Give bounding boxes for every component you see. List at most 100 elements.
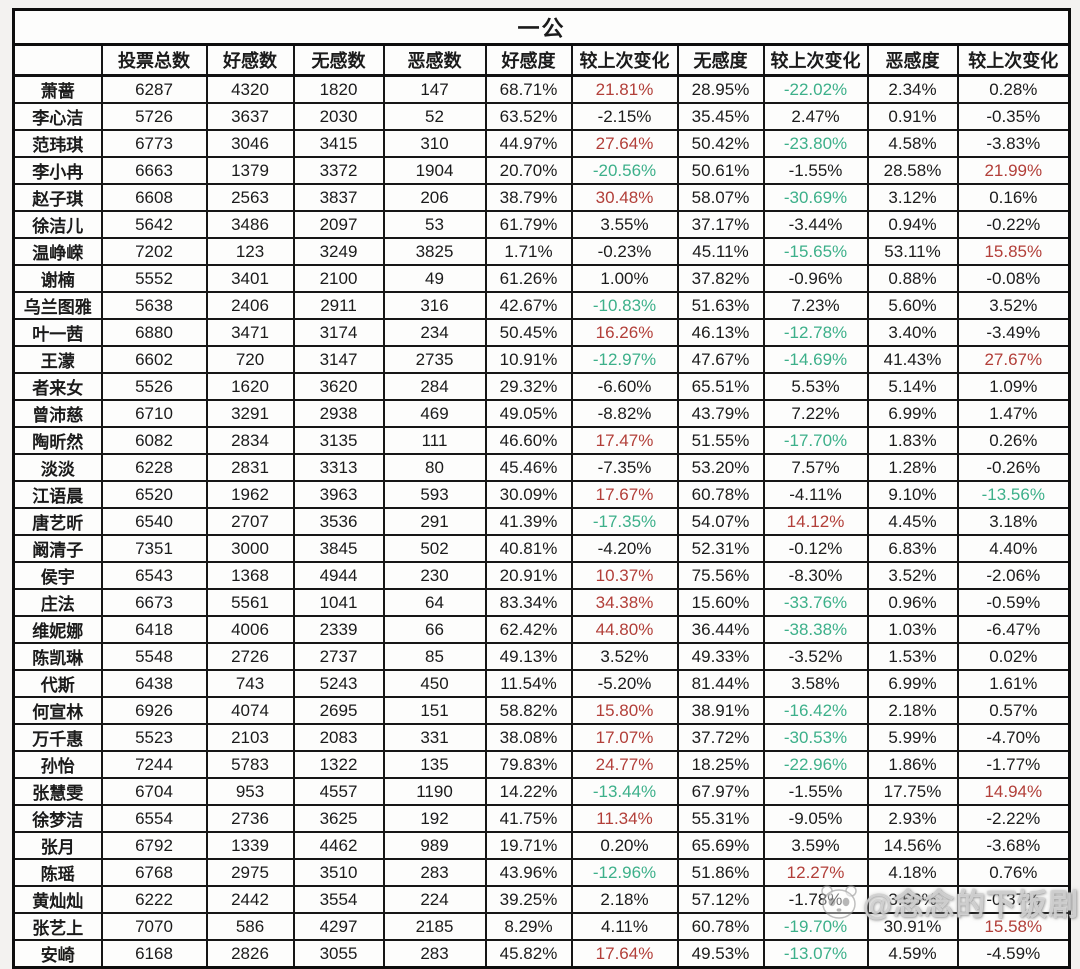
value-cell: 1322 <box>292 750 385 779</box>
value-cell: 49.05% <box>484 399 573 428</box>
value-cell: 27.64% <box>570 129 679 158</box>
column-header: 投票总数 <box>100 43 208 77</box>
value-cell: 3486 <box>205 210 295 239</box>
value-cell: 469 <box>382 399 487 428</box>
table-row: 阚清子 7351 3000 3845 502 40.81% -4.20% 52.31% -0.1… <box>12 534 1071 563</box>
title-row: 一公 <box>12 8 1071 46</box>
value-cell: 4.58% <box>866 129 959 158</box>
value-cell: 6168 <box>100 939 208 969</box>
value-cell: 6082 <box>100 426 208 455</box>
value-cell: 40.81% <box>484 534 573 563</box>
table-row: 赵子琪 6608 2563 3837 206 38.79% 30.48% 58.07% -30.… <box>12 183 1071 212</box>
value-cell: 6418 <box>100 615 208 644</box>
value-cell: 3963 <box>292 480 385 509</box>
value-cell: 4557 <box>292 777 385 806</box>
value-cell: 5.14% <box>866 372 959 401</box>
table-row: 曾沛慈 6710 3291 2938 469 49.05% -8.82% 43.79% 7.22… <box>12 399 1071 428</box>
value-cell: 62.42% <box>484 615 573 644</box>
value-cell: 14.22% <box>484 777 573 806</box>
value-cell: 47.67% <box>676 345 765 374</box>
value-cell: 58.07% <box>676 183 765 212</box>
value-cell: 51.55% <box>676 426 765 455</box>
value-cell: 7.22% <box>762 399 869 428</box>
value-cell: 6792 <box>100 831 208 860</box>
contestant-name: 陈瑶 <box>12 858 103 887</box>
value-cell: -0.59% <box>956 588 1071 617</box>
value-cell: 15.80% <box>570 696 679 725</box>
value-cell: -2.22% <box>956 804 1071 833</box>
value-cell: 2695 <box>292 696 385 725</box>
value-cell: 37.72% <box>676 723 765 752</box>
value-cell: 4.11% <box>570 912 679 941</box>
contestant-name: 陶昕然 <box>12 426 103 455</box>
value-cell: 30.91% <box>866 912 959 941</box>
column-header: 较上次变化 <box>762 43 869 77</box>
value-cell: 953 <box>205 777 295 806</box>
value-cell: 6287 <box>100 74 208 104</box>
value-cell: -22.02% <box>762 74 869 104</box>
value-cell: 19.71% <box>484 831 573 860</box>
value-cell: 4.18% <box>866 858 959 887</box>
value-cell: 3147 <box>292 345 385 374</box>
value-cell: 27.67% <box>956 345 1071 374</box>
value-cell: 5243 <box>292 669 385 698</box>
value-cell: 2737 <box>292 642 385 671</box>
value-cell: 85 <box>382 642 487 671</box>
contestant-name: 万千惠 <box>12 723 103 752</box>
value-cell: 53 <box>382 210 487 239</box>
value-cell: 2563 <box>205 183 295 212</box>
value-cell: 2707 <box>205 507 295 536</box>
value-cell: 5726 <box>100 102 208 131</box>
value-cell: 7202 <box>100 237 208 266</box>
value-cell: -19.70% <box>762 912 869 941</box>
value-cell: 1.47% <box>956 399 1071 428</box>
value-cell: 38.79% <box>484 183 573 212</box>
value-cell: -6.47% <box>956 615 1071 644</box>
value-cell: -7.35% <box>570 453 679 482</box>
value-cell: -4.70% <box>956 723 1071 752</box>
value-cell: 2030 <box>292 102 385 131</box>
value-cell: 291 <box>382 507 487 536</box>
value-cell: -15.65% <box>762 237 869 266</box>
value-cell: -4.59% <box>956 939 1071 969</box>
value-cell: 0.02% <box>956 642 1071 671</box>
value-cell: 2100 <box>292 264 385 293</box>
name-column-header <box>12 43 103 77</box>
value-cell: 1820 <box>292 74 385 104</box>
value-cell: -22.96% <box>762 750 869 779</box>
value-cell: 30.48% <box>570 183 679 212</box>
value-cell: 1904 <box>382 156 487 185</box>
value-cell: 2.34% <box>866 74 959 104</box>
value-cell: 3055 <box>292 939 385 969</box>
value-cell: 3.52% <box>866 561 959 590</box>
value-cell: 44.80% <box>570 615 679 644</box>
value-cell: 7.23% <box>762 291 869 320</box>
value-cell: 6520 <box>100 480 208 509</box>
value-cell: 3845 <box>292 534 385 563</box>
value-cell: 151 <box>382 696 487 725</box>
value-cell: 5561 <box>205 588 295 617</box>
value-cell: -0.23% <box>570 237 679 266</box>
value-cell: 2.47% <box>762 102 869 131</box>
value-cell: 53.20% <box>676 453 765 482</box>
vote-table-body: 萧蔷 6287 4320 1820 147 68.71% 21.81% 28.95% -22.0… <box>12 74 1071 969</box>
value-cell: 5.60% <box>866 291 959 320</box>
value-cell: 15.58% <box>956 912 1071 941</box>
value-cell: 206 <box>382 183 487 212</box>
value-cell: 83.34% <box>484 588 573 617</box>
value-cell: 79.83% <box>484 750 573 779</box>
table-row: 乌兰图雅 5638 2406 2911 316 42.67% -10.83% 51.63% 7.… <box>12 291 1071 320</box>
value-cell: -0.12% <box>762 534 869 563</box>
value-cell: 135 <box>382 750 487 779</box>
value-cell: 6222 <box>100 885 208 914</box>
value-cell: 50.42% <box>676 129 765 158</box>
value-cell: 2735 <box>382 345 487 374</box>
table-row: 谢楠 5552 3401 2100 49 61.26% 1.00% 37.82% -0.96% 0… <box>12 264 1071 293</box>
contestant-name: 范玮琪 <box>12 129 103 158</box>
contestant-name: 孙怡 <box>12 750 103 779</box>
value-cell: 20.70% <box>484 156 573 185</box>
value-cell: 43.96% <box>484 858 573 887</box>
value-cell: -0.22% <box>956 210 1071 239</box>
contestant-name: 江语晨 <box>12 480 103 509</box>
value-cell: 316 <box>382 291 487 320</box>
